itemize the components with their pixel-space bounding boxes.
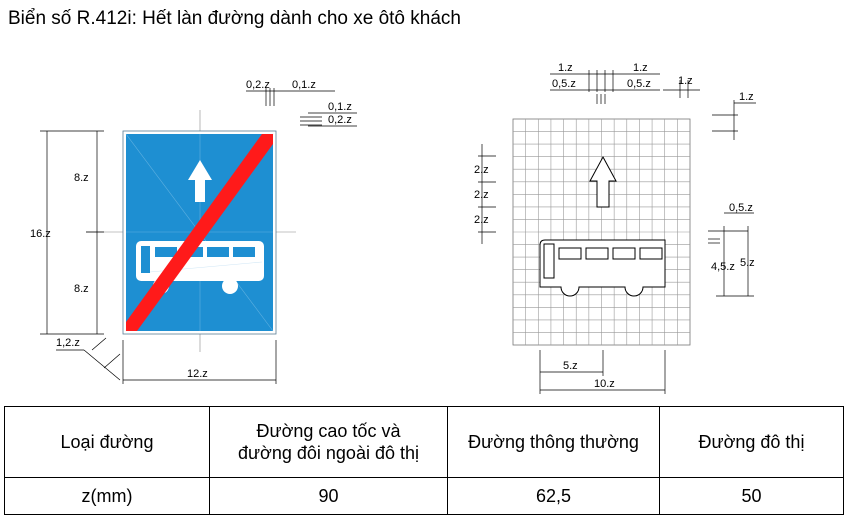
dim-top-b: 0,1.z — [292, 79, 316, 91]
grid-lines — [512, 118, 691, 346]
dim-height-upper: 8.z — [74, 172, 89, 184]
up-arrow-icon — [188, 160, 212, 202]
dim-grid-bottom-5: 5.z — [563, 360, 578, 372]
dim-grid-right-5: 5.z — [740, 257, 755, 269]
value-urban-road: 50 — [659, 477, 844, 515]
header-normal-road: Đường thông thường — [447, 406, 660, 478]
value-highway: 90 — [209, 477, 448, 515]
dim-grid-left-2b: 2.z — [474, 189, 489, 201]
dim-grid-top-left-05: 0,5.z — [552, 78, 576, 90]
dim-corner: 1,2.z — [56, 337, 80, 349]
dim-grid-top-far-1: 1.z — [678, 75, 693, 87]
dim-height-lower: 8.z — [74, 283, 89, 295]
header-road-type: Loại đường — [4, 406, 210, 478]
end-strike — [126, 134, 273, 331]
dim-height-total: 16.z — [30, 228, 51, 240]
header-highway: Đường cao tốc và đường đôi ngoài đô thị — [209, 406, 448, 478]
table-header-row: Loại đường Đường cao tốc và đường đôi ngo… — [4, 406, 844, 478]
dim-grid-top-right-05: 0,5.z — [627, 78, 651, 90]
bus-outline-icon — [539, 239, 666, 297]
dim-top-a: 0,2.z — [246, 79, 270, 91]
construction-grid: 1.z 1.z 0,5.z 0,5.z 1.z 1.z 2.z 2.z 2.z … — [474, 62, 756, 394]
dim-grid-right-1: 1.z — [739, 91, 754, 103]
header-highway-line1: Đường cao tốc và — [256, 421, 401, 441]
table-row: z(mm) 90 62,5 50 — [4, 477, 844, 515]
sign-figure: 16.z 8.z 8.z 12.z 1,2.z 0,2.z 0,1.z 0,1.… — [30, 79, 357, 384]
dim-grid-left-2a: 2.z — [474, 164, 489, 176]
sign-diagram: 16.z 8.z 8.z 12.z 1,2.z 0,2.z 0,1.z 0,1.… — [30, 62, 756, 394]
dim-grid-top-left-1: 1.z — [558, 62, 573, 74]
header-highway-line2: đường đôi ngoài đô thị — [238, 443, 419, 463]
page-title: Biển số R.412i: Hết làn đường dành cho x… — [8, 8, 461, 29]
arrow-outline-icon — [589, 155, 617, 208]
dim-width: 12.z — [187, 368, 208, 380]
header-urban-road: Đường đô thị — [659, 406, 844, 478]
dim-side-b: 0,2.z — [328, 114, 352, 126]
dim-grid-bottom-10: 10.z — [594, 378, 615, 390]
dim-grid-right-05: 0,5.z — [729, 202, 753, 214]
value-normal-road: 62,5 — [447, 477, 660, 515]
dim-grid-top-right-1: 1.z — [633, 62, 648, 74]
row-label: z(mm) — [4, 477, 210, 515]
dim-grid-left-2c: 2.z — [474, 214, 489, 226]
dim-grid-right-45: 4,5.z — [711, 261, 735, 273]
dim-side-a: 0,1.z — [328, 101, 352, 113]
spec-table: Loại đường Đường cao tốc và đường đôi ngo… — [4, 406, 844, 515]
